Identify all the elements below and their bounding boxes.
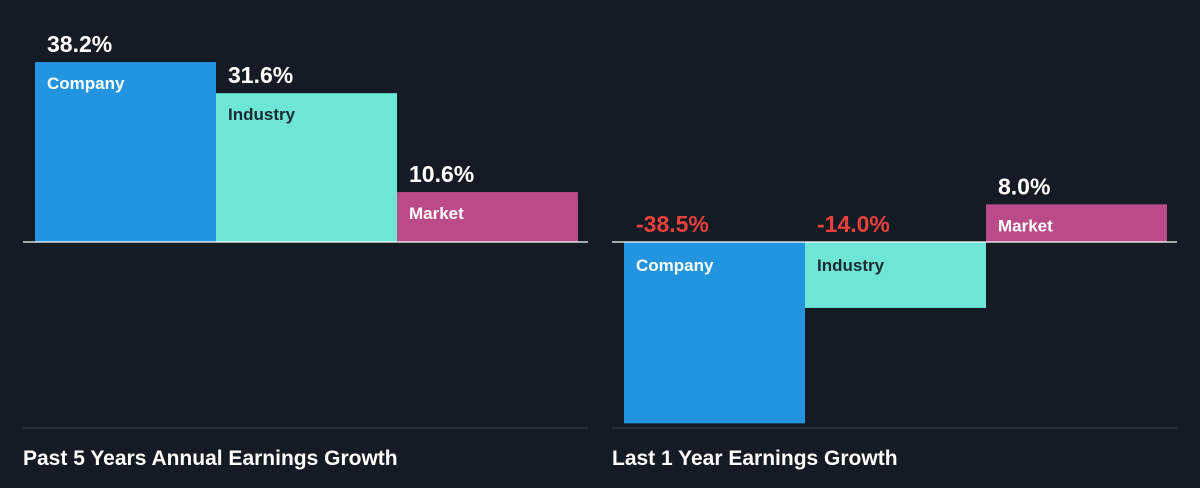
industry-category-label: Industry — [228, 105, 296, 124]
panel-title: Past 5 Years Annual Earnings Growth — [23, 447, 398, 470]
market-value-label: 10.6% — [409, 161, 474, 187]
panel-title: Last 1 Year Earnings Growth — [612, 447, 898, 470]
industry-value-label: 31.6% — [228, 62, 293, 88]
market-category-label: Market — [409, 204, 464, 223]
company-value-label: 38.2% — [47, 31, 112, 57]
company-bar — [35, 62, 216, 242]
chart-panel-2: -38.5% Company -14.0% Industry 8.0% Market Las… — [612, 173, 1177, 470]
industry-value-label: -14.0% — [817, 211, 890, 237]
company-category-label: Company — [636, 256, 714, 275]
market-category-label: Market — [998, 216, 1053, 235]
industry-category-label: Industry — [817, 256, 885, 275]
market-bar — [986, 204, 1167, 242]
industry-bar — [216, 93, 397, 242]
company-category-label: Company — [47, 74, 125, 93]
chart-panel-1: 38.2% Company 31.6% Industry 10.6% Market Past… — [23, 31, 588, 470]
market-bar — [397, 192, 578, 242]
industry-bar — [805, 242, 986, 308]
company-value-label: -38.5% — [636, 211, 709, 237]
market-value-label: 8.0% — [998, 173, 1050, 199]
company-bar — [624, 242, 805, 424]
